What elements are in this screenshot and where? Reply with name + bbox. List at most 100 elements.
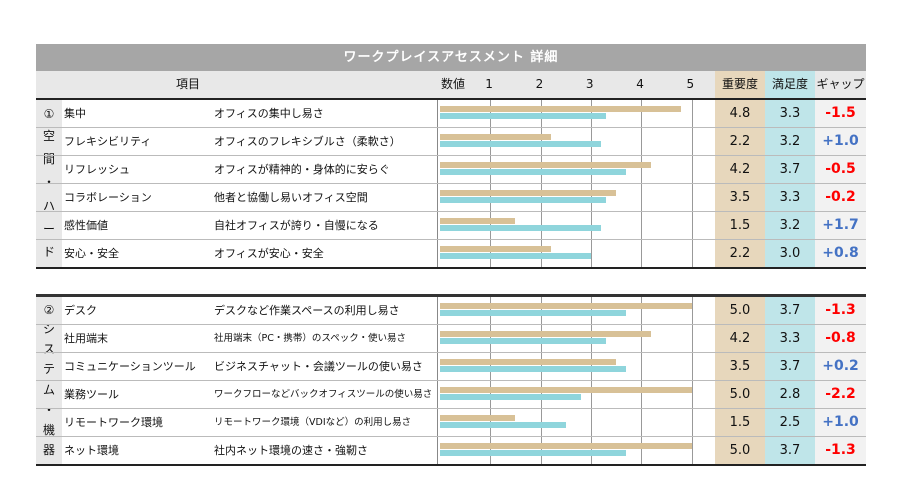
tick-label: 4 <box>636 77 644 91</box>
header-gap: ギャップ <box>816 77 865 91</box>
item-name: コミュニケーションツール <box>64 360 196 373</box>
satisfaction-value: 2.5 <box>765 409 815 436</box>
item-description: 他者と協働し易いオフィス空間 <box>214 191 368 204</box>
header-value: 数値 <box>441 77 466 91</box>
item-name: 集中 <box>64 107 86 120</box>
section-label-char: ド <box>42 244 55 259</box>
satisfaction-value: 3.7 <box>765 297 815 324</box>
section-label-char: 機 <box>42 423 55 438</box>
importance-bar <box>440 443 692 449</box>
satisfaction-bar <box>440 141 601 147</box>
gap-value: +0.2 <box>815 353 866 380</box>
item-name: 感性価値 <box>64 219 108 232</box>
gridline <box>641 409 643 436</box>
section-label-char: ① <box>43 107 55 122</box>
gridline <box>641 297 643 324</box>
importance-value: 4.2 <box>715 156 765 183</box>
importance-value: 5.0 <box>715 297 765 324</box>
gridline <box>691 184 693 211</box>
gridline <box>691 353 693 380</box>
bar-area <box>437 212 716 239</box>
bar-area <box>437 100 716 127</box>
gridline <box>691 297 693 324</box>
table-row: 集中 オフィスの集中し易さ 4.8 3.3 -1.5 <box>36 100 866 128</box>
item-description: ビジネスチャット・会議ツールの使い易さ <box>214 360 423 373</box>
gap-value: +0.8 <box>815 240 866 267</box>
bar-area <box>437 325 716 352</box>
gridline <box>641 353 643 380</box>
header-item: 項目 <box>176 77 201 91</box>
gridline <box>641 240 643 267</box>
item-description: 社内ネット環境の速さ・強靭さ <box>214 444 368 457</box>
importance-value: 1.5 <box>715 212 765 239</box>
gap-value: +1.0 <box>815 128 866 155</box>
section-label-char: 空 <box>42 129 55 144</box>
section-1: ① 空間・ハード 集中 オフィスの集中し易さ 4.8 3.3 -1.5 フレキシビ… <box>36 100 866 269</box>
satisfaction-bar <box>440 225 601 231</box>
tick-label: 3 <box>585 77 594 91</box>
gridline <box>641 184 643 211</box>
importance-bar <box>440 359 617 365</box>
section-label-char: ・ <box>42 402 55 417</box>
gridline <box>590 240 592 267</box>
importance-value: 5.0 <box>715 381 765 408</box>
section-label-char: ム <box>42 382 55 397</box>
satisfaction-value: 3.3 <box>765 184 815 211</box>
bar-area <box>437 184 716 211</box>
gridline <box>641 325 643 352</box>
satisfaction-bar <box>440 197 606 203</box>
satisfaction-value: 3.3 <box>765 325 815 352</box>
item-name: リフレッシュ <box>64 163 130 176</box>
item-description: リモートワーク環境（VDIなど）の利用し易さ <box>214 417 412 428</box>
satisfaction-bar <box>440 450 627 456</box>
satisfaction-bar <box>440 169 627 175</box>
table-row: デスク デスクなど作業スペースの利用し易さ 5.0 3.7 -1.3 <box>36 297 866 325</box>
header-satisfaction: 満足度 <box>765 71 815 98</box>
gridline <box>641 156 643 183</box>
satisfaction-value: 3.7 <box>765 156 815 183</box>
tick-label: 5 <box>686 77 695 91</box>
satisfaction-value: 2.8 <box>765 381 815 408</box>
item-name: ネット環境 <box>64 444 119 457</box>
bar-area <box>437 240 716 267</box>
section-label-char: テ <box>42 362 55 377</box>
table-row: コラボレーション 他者と協働し易いオフィス空間 3.5 3.3 -0.2 <box>36 184 866 212</box>
satisfaction-value: 3.2 <box>765 212 815 239</box>
table-row: 社用端末 社用端末（PC・携帯）のスペック・使い易さ 4.2 3.3 -0.8 <box>36 325 866 353</box>
item-description: オフィスのフレキシブルさ（柔軟さ） <box>214 135 401 148</box>
table-row: リモートワーク環境 リモートワーク環境（VDIなど）の利用し易さ 1.5 2.5… <box>36 409 866 437</box>
section-label-char: ハ <box>42 198 55 213</box>
gridline <box>691 409 693 436</box>
gridline <box>691 156 693 183</box>
bar-area <box>437 437 716 464</box>
table-row: コミュニケーションツール ビジネスチャット・会議ツールの使い易さ 3.5 3.7… <box>36 353 866 381</box>
item-description: デスクなど作業スペースの利用し易さ <box>214 304 400 317</box>
gridline <box>691 381 693 408</box>
importance-bar <box>440 190 617 196</box>
satisfaction-value: 3.7 <box>765 437 815 464</box>
gridline <box>691 325 693 352</box>
satisfaction-bar <box>440 113 606 119</box>
importance-value: 4.2 <box>715 325 765 352</box>
section-label-char: 器 <box>42 443 55 458</box>
gap-value: -1.5 <box>815 100 866 127</box>
importance-bar <box>440 162 652 168</box>
satisfaction-bar <box>440 394 581 400</box>
gap-value: +1.0 <box>815 409 866 436</box>
satisfaction-value: 3.3 <box>765 100 815 127</box>
importance-value: 5.0 <box>715 437 765 464</box>
item-description: ワークフローなどバックオフィスツールの使い易さ <box>214 389 433 400</box>
item-name: コラボレーション <box>64 191 152 204</box>
gap-value: -1.3 <box>815 297 866 324</box>
gridline <box>641 437 643 464</box>
section-label-char: ・ <box>42 175 55 190</box>
gap-value: -0.8 <box>815 325 866 352</box>
importance-value: 4.8 <box>715 100 765 127</box>
importance-bar <box>440 134 551 140</box>
item-description: オフィスの集中し易さ <box>214 107 324 120</box>
gridline <box>590 409 592 436</box>
table-row: フレキシビリティ オフィスのフレキシブルさ（柔軟さ） 2.2 3.2 +1.0 <box>36 128 866 156</box>
importance-bar <box>440 246 551 252</box>
item-name: デスク <box>64 304 97 317</box>
gridline <box>691 128 693 155</box>
